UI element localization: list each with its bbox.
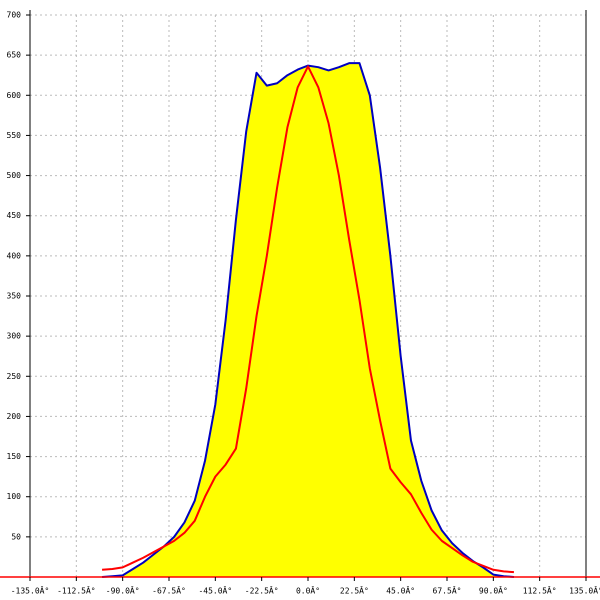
x-tick-label: 90.0Â° <box>479 585 508 596</box>
y-tick-label: 700 <box>7 11 22 20</box>
y-tick-label: 50 <box>11 532 21 541</box>
y-tick-label: 450 <box>7 211 22 220</box>
x-tick-label: -45.0Â° <box>198 585 232 596</box>
x-tick-label: -22.5Â° <box>245 585 279 596</box>
x-tick-label: -67.5Â° <box>152 585 186 596</box>
y-tick-label: 350 <box>7 292 22 301</box>
area-fill <box>102 63 514 578</box>
y-tick-label: 300 <box>7 332 22 341</box>
y-tick-label: 150 <box>7 452 22 461</box>
y-tick-label: 600 <box>7 91 22 100</box>
y-tick-label: 250 <box>7 372 22 381</box>
x-tick-label: 135.0Â° <box>569 585 600 596</box>
plot <box>101 62 515 578</box>
x-tick-label: 67.5Â° <box>433 585 462 596</box>
y-tick-label: 400 <box>7 251 22 260</box>
y-tick-label: 200 <box>7 412 22 421</box>
x-tick-label: -135.0Â° <box>11 585 50 596</box>
x-tick-label: -112.5Â° <box>57 585 96 596</box>
y-tick-label: 100 <box>7 492 22 501</box>
x-tick-label: 22.5Â° <box>340 585 369 596</box>
x-tick-label: 112.5Â° <box>523 585 557 596</box>
x-tick-label: 0.0Â° <box>296 585 320 596</box>
series-line <box>101 65 515 574</box>
x-tick-label: -90.0Â° <box>106 585 140 596</box>
y-tick-label: 500 <box>7 171 22 180</box>
x-tick-label: 45.0Â° <box>386 585 415 596</box>
y-tick-label: 550 <box>7 131 22 140</box>
labels: 50 100 150 200 250 300 350 400 450 500 550 600 650 70… <box>7 11 600 596</box>
y-tick-label: 650 <box>7 51 22 60</box>
